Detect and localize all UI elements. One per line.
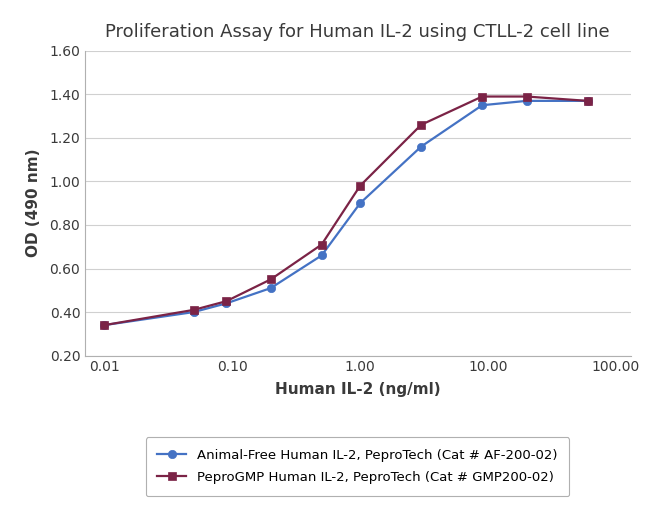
Animal-Free Human IL-2, PeproTech (Cat # AF-200-02): [523, 98, 530, 104]
Legend: Animal-Free Human IL-2, PeproTech (Cat # AF-200-02), PeproGMP Human IL-2, PeproT: Animal-Free Human IL-2, PeproTech (Cat #…: [146, 437, 569, 496]
PeproGMP Human IL-2, PeproTech (Cat # GMP200-02): [478, 93, 486, 100]
PeproGMP Human IL-2, PeproTech (Cat # GMP200-02): [222, 298, 230, 304]
Animal-Free Human IL-2, PeproTech (Cat # AF-200-02): [478, 102, 486, 108]
PeproGMP Human IL-2, PeproTech (Cat # GMP200-02): [318, 241, 326, 247]
Title: Proliferation Assay for Human IL-2 using CTLL-2 cell line: Proliferation Assay for Human IL-2 using…: [105, 23, 610, 41]
Animal-Free Human IL-2, PeproTech (Cat # AF-200-02): [190, 309, 198, 315]
Animal-Free Human IL-2, PeproTech (Cat # AF-200-02): [356, 200, 364, 206]
Animal-Free Human IL-2, PeproTech (Cat # AF-200-02): [584, 98, 592, 104]
Line: PeproGMP Human IL-2, PeproTech (Cat # GMP200-02): PeproGMP Human IL-2, PeproTech (Cat # GM…: [100, 92, 592, 329]
PeproGMP Human IL-2, PeproTech (Cat # GMP200-02): [417, 122, 425, 128]
Animal-Free Human IL-2, PeproTech (Cat # AF-200-02): [417, 144, 425, 150]
Animal-Free Human IL-2, PeproTech (Cat # AF-200-02): [100, 322, 108, 328]
PeproGMP Human IL-2, PeproTech (Cat # GMP200-02): [356, 183, 364, 189]
PeproGMP Human IL-2, PeproTech (Cat # GMP200-02): [523, 93, 530, 100]
Animal-Free Human IL-2, PeproTech (Cat # AF-200-02): [266, 285, 274, 291]
Animal-Free Human IL-2, PeproTech (Cat # AF-200-02): [318, 252, 326, 259]
Y-axis label: OD (490 nm): OD (490 nm): [26, 149, 41, 258]
X-axis label: Human IL-2 (ng/ml): Human IL-2 (ng/ml): [275, 382, 440, 397]
Line: Animal-Free Human IL-2, PeproTech (Cat # AF-200-02): Animal-Free Human IL-2, PeproTech (Cat #…: [100, 97, 592, 329]
PeproGMP Human IL-2, PeproTech (Cat # GMP200-02): [266, 276, 274, 282]
PeproGMP Human IL-2, PeproTech (Cat # GMP200-02): [584, 98, 592, 104]
PeproGMP Human IL-2, PeproTech (Cat # GMP200-02): [190, 307, 198, 313]
Animal-Free Human IL-2, PeproTech (Cat # AF-200-02): [222, 300, 230, 306]
PeproGMP Human IL-2, PeproTech (Cat # GMP200-02): [100, 322, 108, 328]
